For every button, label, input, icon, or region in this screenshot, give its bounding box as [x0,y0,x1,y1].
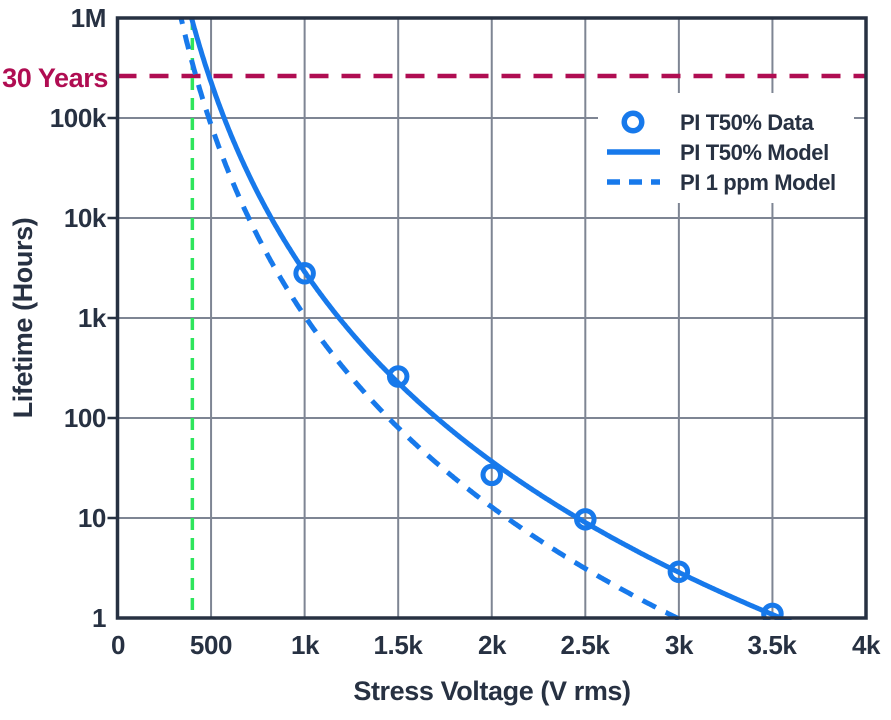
data-point-marker [761,602,784,620]
legend-label-data: PI T50% Data [680,110,815,135]
x-tick-4k: 4k [852,630,881,660]
data-point-marker [293,262,316,285]
curve-pi-t50-model [188,16,793,620]
data-point-marker [480,463,503,487]
x-tick-1k: 1k [291,630,320,660]
legend-label-1ppm-model: PI 1 ppm Model [680,170,836,195]
x-tick-500: 500 [190,630,232,660]
legend: PI T50% Data PI T50% Model PI 1 ppm Mode… [598,93,854,203]
data-point-marker [574,508,597,531]
x-tick-2k: 2k [478,630,507,660]
y-tick-10k: 10k [64,203,107,233]
y-tick-10: 10 [78,503,106,533]
thirty-years-label: 30 Years [2,63,108,93]
y-tick-1k: 1k [78,303,107,333]
curve-pi-1-ppm-model [178,16,687,620]
y-tick-1M: 1M [71,3,106,33]
legend-open-circle-marker-icon [621,110,645,134]
x-tick-2.5k: 2.5k [560,630,610,660]
y-tick-100k: 100k [50,103,107,133]
y-axis-labels: 1M 100k 10k 1k 100 10 1 [50,3,108,633]
x-tick-1.5k: 1.5k [373,630,423,660]
plot-area [117,16,866,620]
plot-frame [115,16,868,620]
x-tick-3k: 3k [665,630,694,660]
data-point-marker [667,560,691,584]
data-point-marker [386,365,410,388]
y-axis-title: Lifetime (Hours) [8,218,38,419]
y-tick-1: 1 [92,603,106,633]
x-axis-labels: 0 500 1k 1.5k 2k 2.5k 3k 3.5k 4k [111,630,881,660]
y-tick-100: 100 [64,403,106,433]
legend-label-model: PI T50% Model [680,140,829,165]
x-axis-title: Stress Voltage (V rms) [353,676,630,706]
x-tick-0: 0 [111,630,125,660]
x-tick-3.5k: 3.5k [747,630,797,660]
